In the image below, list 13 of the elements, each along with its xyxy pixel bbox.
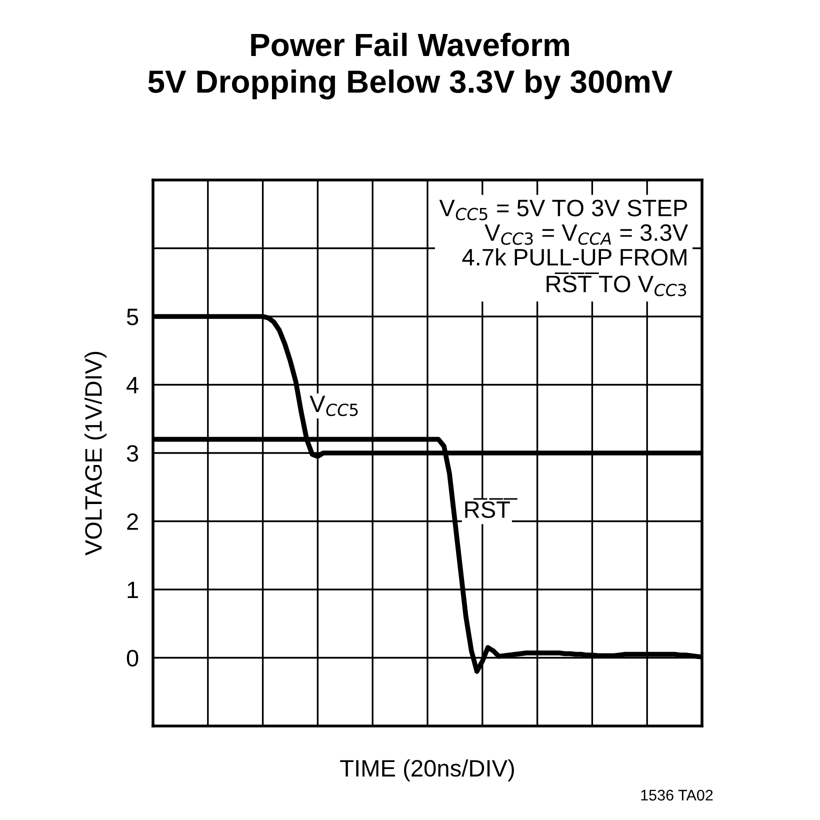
text: 1536 TA02 xyxy=(641,790,713,801)
series-label: R̅S̅T̅ xyxy=(465,498,518,518)
y-axis-title: VOLTAGE (1V/DIV) xyxy=(84,352,107,556)
y-tick-label: 2 xyxy=(127,513,138,530)
y-tick-label: 1 xyxy=(128,582,138,598)
y-tick-label: 5 xyxy=(126,308,138,326)
x-axis-title: TIME (20ns/DIV) xyxy=(340,759,514,782)
text: V$_{CC5}$ = 5V TO 3V STEP V$_{CC3}$ = V$_{CCA}$ = 3.3V 4.7k PULL-UP FROM R̅S̅T̅ TO V$_{CC3}$ xyxy=(439,200,688,296)
series-label: V$_{CC5}$ xyxy=(310,396,358,416)
y-tick-label: 4 xyxy=(126,377,138,394)
y-tick-label: 0 xyxy=(126,650,138,667)
y-tick-label: 3 xyxy=(126,445,138,462)
chart-title: Power Fail Waveform 5V Dropping Below 3.3V by 300mV xyxy=(148,32,673,100)
